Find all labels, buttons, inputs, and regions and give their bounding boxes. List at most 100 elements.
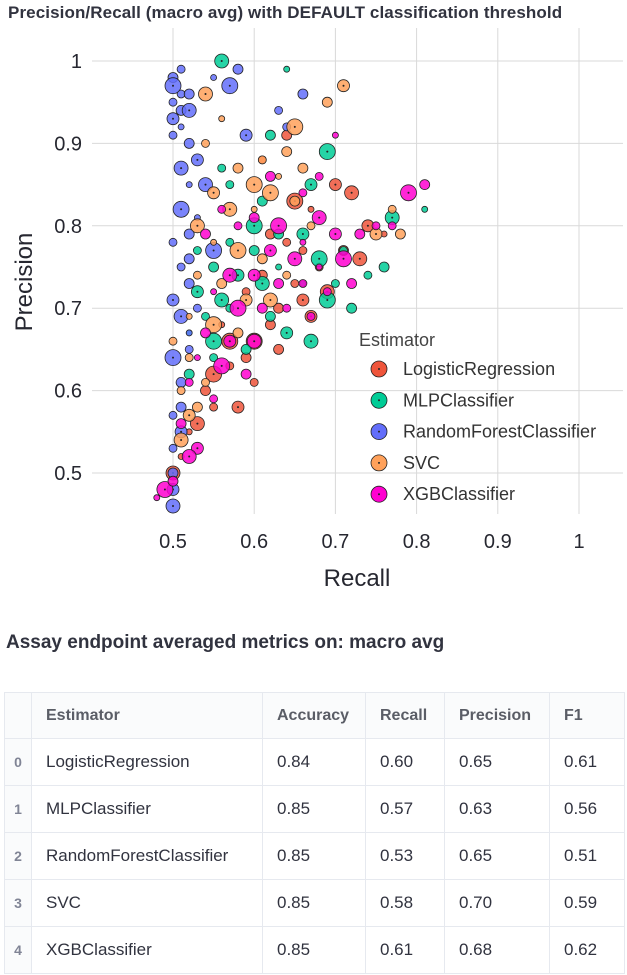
scatter-point[interactable] [299, 238, 307, 246]
scatter-point[interactable] [298, 188, 308, 198]
scatter-point[interactable] [233, 221, 243, 231]
scatter-point[interactable] [225, 180, 235, 190]
scatter-point[interactable] [192, 270, 202, 280]
column-header-estimator[interactable]: Estimator [31, 692, 263, 739]
scatter-point[interactable] [256, 302, 268, 314]
legend-label[interactable]: MLPClassifier [403, 390, 514, 410]
scatter-point[interactable] [183, 278, 195, 289]
scatter-point[interactable] [248, 245, 260, 256]
scatter-point[interactable] [176, 386, 186, 396]
scatter-point[interactable] [168, 97, 178, 107]
scatter-point[interactable] [378, 261, 390, 273]
scatter-point[interactable] [176, 262, 186, 272]
scatter-point[interactable] [273, 343, 285, 355]
scatter-point[interactable] [183, 228, 195, 240]
scatter-point[interactable] [322, 287, 332, 297]
scatter-point[interactable] [297, 88, 309, 100]
scatter-point[interactable] [191, 401, 203, 413]
scatter-point[interactable] [232, 63, 244, 75]
scatter-point[interactable] [168, 336, 178, 346]
scatter-point[interactable] [306, 221, 316, 231]
scatter-point[interactable] [232, 327, 244, 339]
scatter-point[interactable] [315, 263, 323, 271]
scatter-point[interactable] [201, 138, 210, 148]
scatter-point[interactable] [248, 212, 260, 224]
scatter-point[interactable] [175, 376, 187, 388]
scatter-point[interactable] [275, 172, 283, 180]
scatter-point[interactable] [192, 246, 202, 255]
scatter-point[interactable] [298, 279, 308, 288]
scatter-point[interactable] [289, 195, 301, 207]
scatter-point[interactable] [283, 65, 291, 73]
scatter-point[interactable] [209, 353, 219, 363]
scatter-point[interactable] [387, 221, 397, 231]
scatter-point[interactable] [168, 130, 178, 140]
column-header-index[interactable] [4, 692, 32, 739]
scatter-point[interactable] [371, 221, 381, 231]
scatter-point[interactable] [201, 377, 210, 387]
scatter-point[interactable] [185, 329, 193, 337]
scatter-point[interactable] [176, 64, 186, 74]
scatter-point[interactable] [274, 106, 284, 115]
scatter-point[interactable] [183, 137, 195, 149]
scatter-point[interactable] [419, 179, 431, 191]
column-header-f1[interactable]: F1 [549, 692, 625, 739]
scatter-point[interactable] [275, 263, 283, 271]
scatter-point[interactable] [200, 327, 211, 339]
scatter-point[interactable] [281, 146, 293, 158]
scatter-point[interactable] [185, 312, 193, 320]
scatter-point[interactable] [217, 163, 227, 173]
scatter-point[interactable] [210, 74, 218, 81]
scatter-point[interactable] [200, 228, 211, 240]
column-header-recall[interactable]: Recall [365, 692, 445, 739]
scatter-point[interactable] [249, 377, 259, 387]
scatter-point[interactable] [354, 228, 366, 240]
scatter-point[interactable] [314, 171, 324, 181]
scatter-point[interactable] [168, 237, 178, 247]
scatter-point[interactable] [153, 494, 161, 502]
scatter-point[interactable] [184, 344, 194, 354]
scatter-point[interactable] [209, 402, 219, 412]
scatter-point[interactable] [421, 205, 429, 213]
scatter-point[interactable] [210, 238, 218, 246]
scatter-point[interactable] [257, 155, 267, 165]
scatter-point[interactable] [177, 123, 185, 131]
scatter-point[interactable] [217, 204, 227, 214]
column-header-accuracy[interactable]: Accuracy [262, 692, 366, 739]
scatter-point[interactable] [282, 270, 292, 280]
scatter-point[interactable] [331, 131, 339, 139]
scatter-point[interactable] [175, 418, 187, 430]
scatter-point[interactable] [192, 303, 202, 313]
scatter-point[interactable] [264, 170, 276, 182]
scatter-point[interactable] [193, 354, 201, 362]
scatter-point[interactable] [321, 96, 333, 108]
scatter-point[interactable] [232, 162, 244, 174]
scatter-point[interactable] [264, 129, 276, 141]
scatter-point[interactable] [282, 237, 292, 247]
scatter-point[interactable] [225, 237, 235, 247]
scatter-point[interactable] [185, 181, 193, 189]
scatter-point[interactable] [200, 385, 211, 397]
scatter-point[interactable] [175, 401, 187, 413]
scatter-point[interactable] [184, 377, 194, 387]
scatter-point[interactable] [168, 443, 178, 453]
scatter-point[interactable] [273, 278, 285, 289]
scatter-point[interactable] [264, 310, 276, 322]
scatter-point[interactable] [184, 353, 194, 363]
scatter-point[interactable] [216, 278, 228, 289]
scatter-point[interactable] [306, 311, 316, 321]
scatter-point[interactable] [183, 253, 195, 265]
scatter-point[interactable] [330, 279, 340, 288]
scatter-point[interactable] [183, 88, 195, 100]
scatter-point[interactable] [256, 253, 268, 265]
legend-label[interactable]: RandomForestClassifier [403, 422, 596, 442]
scatter-point[interactable] [363, 270, 373, 280]
scatter-point[interactable] [290, 279, 300, 288]
scatter-point[interactable] [307, 205, 315, 213]
legend-label[interactable]: XGBClassifier [403, 484, 515, 504]
scatter-point[interactable] [208, 261, 220, 273]
scatter-point[interactable] [346, 278, 358, 289]
scatter-point[interactable] [201, 311, 210, 321]
scatter-point[interactable] [167, 475, 179, 487]
scatter-point[interactable] [346, 302, 358, 314]
